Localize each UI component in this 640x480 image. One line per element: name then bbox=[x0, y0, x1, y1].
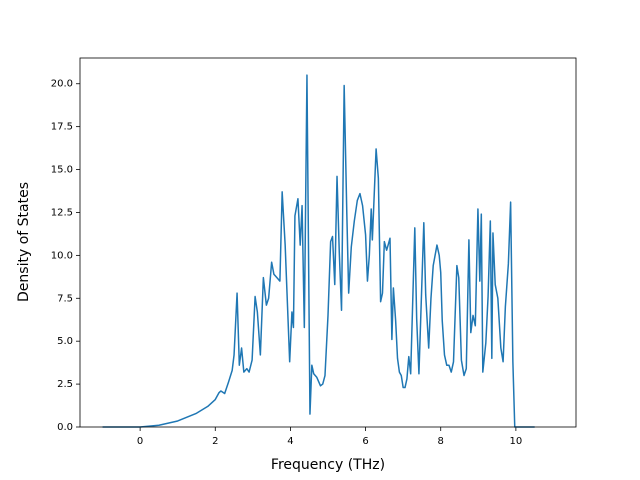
y-tick-label: 0.0 bbox=[57, 422, 73, 433]
y-tick-label: 10.0 bbox=[51, 250, 73, 261]
y-axis-label: Density of States bbox=[16, 182, 32, 302]
y-tick-label: 15.0 bbox=[51, 165, 73, 176]
y-tick-label: 2.5 bbox=[57, 379, 73, 390]
y-tick-label: 17.5 bbox=[51, 122, 73, 133]
x-tick-label: 0 bbox=[137, 436, 143, 447]
plot-frame bbox=[79, 57, 577, 428]
y-tick-label: 7.5 bbox=[57, 293, 73, 304]
x-tick-label: 4 bbox=[287, 436, 293, 447]
y-tick-label: 5.0 bbox=[57, 336, 73, 347]
x-tick-label: 2 bbox=[212, 436, 218, 447]
x-tick-label: 10 bbox=[510, 436, 523, 447]
y-tick-label: 20.0 bbox=[51, 79, 73, 90]
x-axis-label: Frequency (THz) bbox=[271, 457, 385, 473]
x-tick-label: 8 bbox=[438, 436, 444, 447]
line-series bbox=[102, 74, 535, 428]
x-tick-label: 6 bbox=[362, 436, 368, 447]
y-tick-label: 12.5 bbox=[51, 207, 73, 218]
